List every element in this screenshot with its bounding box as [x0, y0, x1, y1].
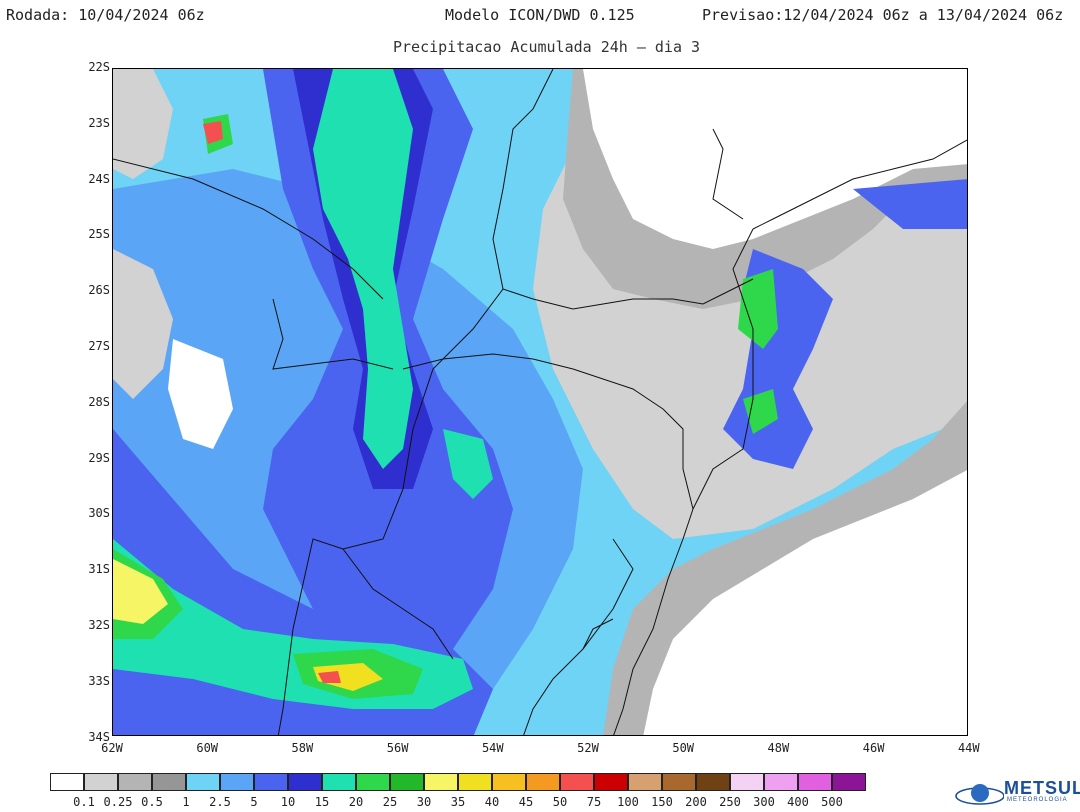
lat-tick-label: 24S — [88, 171, 110, 186]
legend-swatch — [764, 773, 798, 791]
lon-tick-label: 50W — [672, 741, 695, 755]
legend-swatch — [526, 773, 560, 791]
legend-label: 0.25 — [103, 795, 133, 809]
color-legend — [50, 773, 866, 791]
legend-label: 25 — [382, 795, 398, 809]
legend-label: 150 — [651, 795, 673, 809]
legend-label: 40 — [484, 795, 500, 809]
legend-swatch — [50, 773, 84, 791]
globe-icon — [955, 784, 1004, 805]
legend-label: 5 — [250, 795, 258, 809]
legend-swatch — [322, 773, 356, 791]
map-title: Precipitacao Acumulada 24h – dia 3 — [393, 38, 701, 56]
lat-tick-label: 28S — [88, 394, 110, 409]
lat-tick-label: 26S — [88, 283, 110, 298]
precipitation-map — [112, 68, 968, 736]
lat-tick-label: 33S — [88, 673, 110, 688]
legend-label: 20 — [348, 795, 364, 809]
lat-tick-label: 29S — [88, 450, 110, 465]
legend-swatch — [492, 773, 526, 791]
legend-swatch — [390, 773, 424, 791]
lat-tick-label: 23S — [88, 115, 110, 130]
legend-label: 400 — [787, 795, 809, 809]
legend-swatch — [424, 773, 458, 791]
legend-label: 10 — [280, 795, 296, 809]
legend-label: 50 — [552, 795, 568, 809]
legend-label: 2.5 — [209, 795, 231, 809]
legend-swatch — [662, 773, 696, 791]
legend-label: 500 — [821, 795, 843, 809]
legend-swatch — [152, 773, 186, 791]
legend-label: 30 — [416, 795, 432, 809]
lon-tick-label: 48W — [767, 741, 790, 755]
lat-tick-label: 27S — [88, 339, 110, 353]
legend-swatch — [458, 773, 492, 791]
legend-label: 300 — [753, 795, 775, 809]
lon-tick-label: 52W — [577, 741, 599, 755]
forecast-period-label: Previsao:12/04/2024 06z a 13/04/2024 06z — [702, 6, 1064, 24]
lon-tick-label: 56W — [386, 741, 409, 755]
legend-swatch — [186, 773, 220, 791]
legend-label: 0.1 — [73, 795, 95, 809]
legend-label: 45 — [518, 795, 534, 809]
legend-swatch — [288, 773, 322, 791]
legend-swatch — [832, 773, 866, 791]
run-date-label: Rodada: 10/04/2024 06z — [6, 6, 205, 24]
legend-swatch — [730, 773, 764, 791]
lon-tick-label: 44W — [957, 741, 980, 755]
legend-swatch — [696, 773, 730, 791]
legend-swatch — [628, 773, 662, 791]
legend-swatch — [254, 773, 288, 791]
legend-label: 200 — [685, 795, 707, 809]
lon-tick-label: 60W — [196, 741, 219, 755]
lon-tick-label: 54W — [481, 741, 504, 755]
lat-tick-label: 22S — [88, 60, 110, 74]
lat-tick-label: 25S — [88, 227, 110, 242]
legend-swatch — [560, 773, 594, 791]
lon-tick-label: 62W — [101, 741, 123, 755]
lat-tick-label: 32S — [88, 618, 110, 632]
legend-swatch — [594, 773, 628, 791]
legend-label: 0.5 — [141, 795, 163, 809]
lon-tick-label: 58W — [291, 741, 314, 755]
legend-label: 15 — [314, 795, 330, 809]
lat-tick-label: 31S — [88, 562, 110, 577]
logo-tagline: METEOROLOGIA — [1007, 797, 1068, 803]
legend-label: 35 — [450, 795, 466, 809]
model-label: Modelo ICON/DWD 0.125 — [445, 6, 635, 24]
legend-swatch — [798, 773, 832, 791]
metsul-logo: METSUL METEOROLOGIA — [952, 776, 1080, 806]
legend-label: 1 — [182, 795, 190, 809]
lat-tick-label: 30S — [88, 506, 110, 521]
logo-name: METSUL — [1004, 778, 1080, 798]
legend-label: 250 — [719, 795, 741, 809]
legend-label: 100 — [617, 795, 639, 809]
lat-tick-label: 34S — [88, 729, 110, 744]
legend-swatch — [84, 773, 118, 791]
legend-swatch — [356, 773, 390, 791]
legend-label: 75 — [586, 795, 602, 809]
lon-tick-label: 46W — [862, 741, 885, 755]
precipitation-field — [113, 69, 967, 735]
legend-swatch — [118, 773, 152, 791]
legend-swatch — [220, 773, 254, 791]
